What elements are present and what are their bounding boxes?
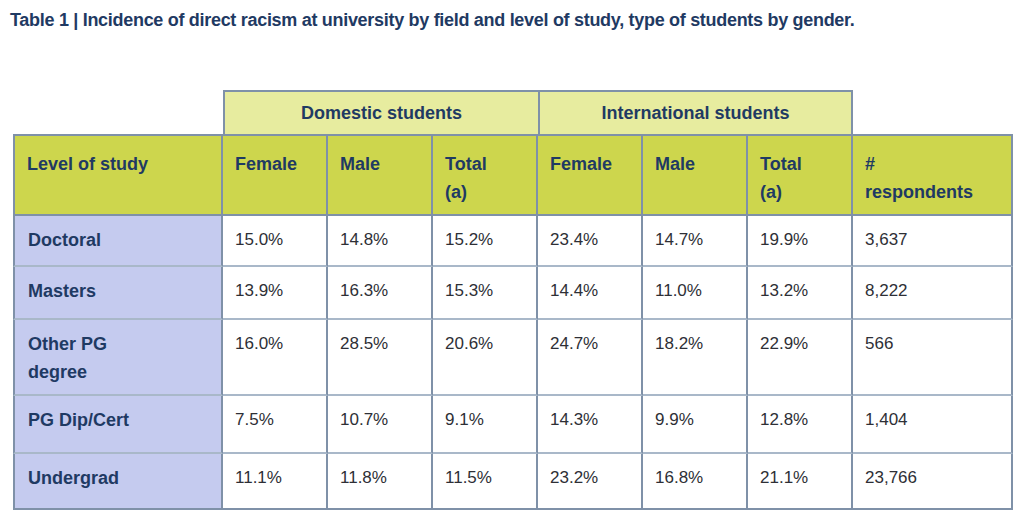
table-cell: 11.1% (223, 454, 328, 510)
row-label-line: PG Dip/Cert (28, 407, 213, 435)
table-cell: 13.2% (748, 267, 853, 320)
row-label-masters: Masters (13, 267, 223, 320)
table-cell: 13.9% (223, 267, 328, 320)
table-cell: 10.7% (328, 396, 433, 454)
table-cell: 9.1% (433, 396, 538, 454)
table-row-undergrad: Undergrad 11.1% 11.8% 11.5% 23.2% 16.8% … (13, 454, 1013, 510)
col-header-line: Male (340, 151, 423, 179)
row-label-line: Doctoral (28, 227, 213, 255)
table-cell: 24.7% (538, 320, 643, 396)
col-header-line: # (865, 151, 1003, 179)
table-cell: 14.7% (643, 216, 748, 267)
col-header-level-of-study: Level of study (13, 134, 223, 216)
row-label-other-pg-degree: Other PG degree (13, 320, 223, 396)
col-header-line: (a) (445, 179, 528, 207)
table-cell: 3,637 (853, 216, 1013, 267)
table-cell: 15.0% (223, 216, 328, 267)
row-label-doctoral: Doctoral (13, 216, 223, 267)
col-header-line: Total (445, 151, 528, 179)
table-cell: 1,404 (853, 396, 1013, 454)
row-label-line: degree (28, 359, 213, 387)
table-cell: 16.3% (328, 267, 433, 320)
col-header-line: (a) (760, 179, 843, 207)
col-header-domestic-male: Male (328, 134, 433, 216)
table-cell: 20.6% (433, 320, 538, 396)
table-cell: 22.9% (748, 320, 853, 396)
table-cell: 18.2% (643, 320, 748, 396)
table-cell: 21.1% (748, 454, 853, 510)
table-cell: 14.8% (328, 216, 433, 267)
table-cell: 14.4% (538, 267, 643, 320)
col-header-line: Level of study (27, 151, 213, 179)
table-cell: 11.8% (328, 454, 433, 510)
col-header-domestic-female: Female (223, 134, 328, 216)
table-title: Table 1 | Incidence of direct racism at … (10, 6, 995, 35)
col-header-num-respondents: # respondents (853, 134, 1013, 216)
col-header-line: Total (760, 151, 843, 179)
table-row-other-pg-degree: Other PG degree 16.0% 28.5% 20.6% 24.7% … (13, 320, 1013, 396)
col-header-international-female: Female (538, 134, 643, 216)
row-label-line: Other PG (28, 331, 213, 359)
table-row-pg-dip-cert: PG Dip/Cert 7.5% 10.7% 9.1% 14.3% 9.9% 1… (13, 396, 1013, 454)
table-cell: 7.5% (223, 396, 328, 454)
table: Level of study Female Male Total (a) (13, 134, 1013, 510)
table-cell: 23,766 (853, 454, 1013, 510)
group-header-international-students: International students (538, 90, 853, 134)
table-cell: 8,222 (853, 267, 1013, 320)
table-cell: 14.3% (538, 396, 643, 454)
table-row-doctoral: Doctoral 15.0% 14.8% 15.2% 23.4% 14.7% 1… (13, 216, 1013, 267)
table-cell: 16.8% (643, 454, 748, 510)
row-label-undergrad: Undergrad (13, 454, 223, 510)
col-header-line: respondents (865, 179, 1003, 207)
table-cell: 16.0% (223, 320, 328, 396)
header-row: Level of study Female Male Total (a) (13, 134, 1013, 216)
col-header-international-total: Total (a) (748, 134, 853, 216)
col-header-line: Female (235, 151, 318, 179)
col-header-international-male: Male (643, 134, 748, 216)
table-cell: 15.2% (433, 216, 538, 267)
col-header-line: Male (655, 151, 738, 179)
col-header-domestic-total: Total (a) (433, 134, 538, 216)
table-cell: 566 (853, 320, 1013, 396)
table-row-masters: Masters 13.9% 16.3% 15.3% 14.4% 11.0% 13… (13, 267, 1013, 320)
page: Table 1 | Incidence of direct racism at … (0, 0, 1024, 528)
table-cell: 23.2% (538, 454, 643, 510)
group-header-row: Domestic students International students (223, 90, 853, 134)
table-cell: 11.0% (643, 267, 748, 320)
table-cell: 9.9% (643, 396, 748, 454)
table-cell: 23.4% (538, 216, 643, 267)
row-label-line: Undergrad (28, 465, 213, 493)
table-cell: 15.3% (433, 267, 538, 320)
row-label-line: Masters (28, 278, 213, 306)
table-cell: 11.5% (433, 454, 538, 510)
table-cell: 19.9% (748, 216, 853, 267)
col-header-line: Female (550, 151, 633, 179)
table-cell: 12.8% (748, 396, 853, 454)
table-cell: 28.5% (328, 320, 433, 396)
group-header-domestic-students: Domestic students (223, 90, 538, 134)
row-label-pg-dip-cert: PG Dip/Cert (13, 396, 223, 454)
